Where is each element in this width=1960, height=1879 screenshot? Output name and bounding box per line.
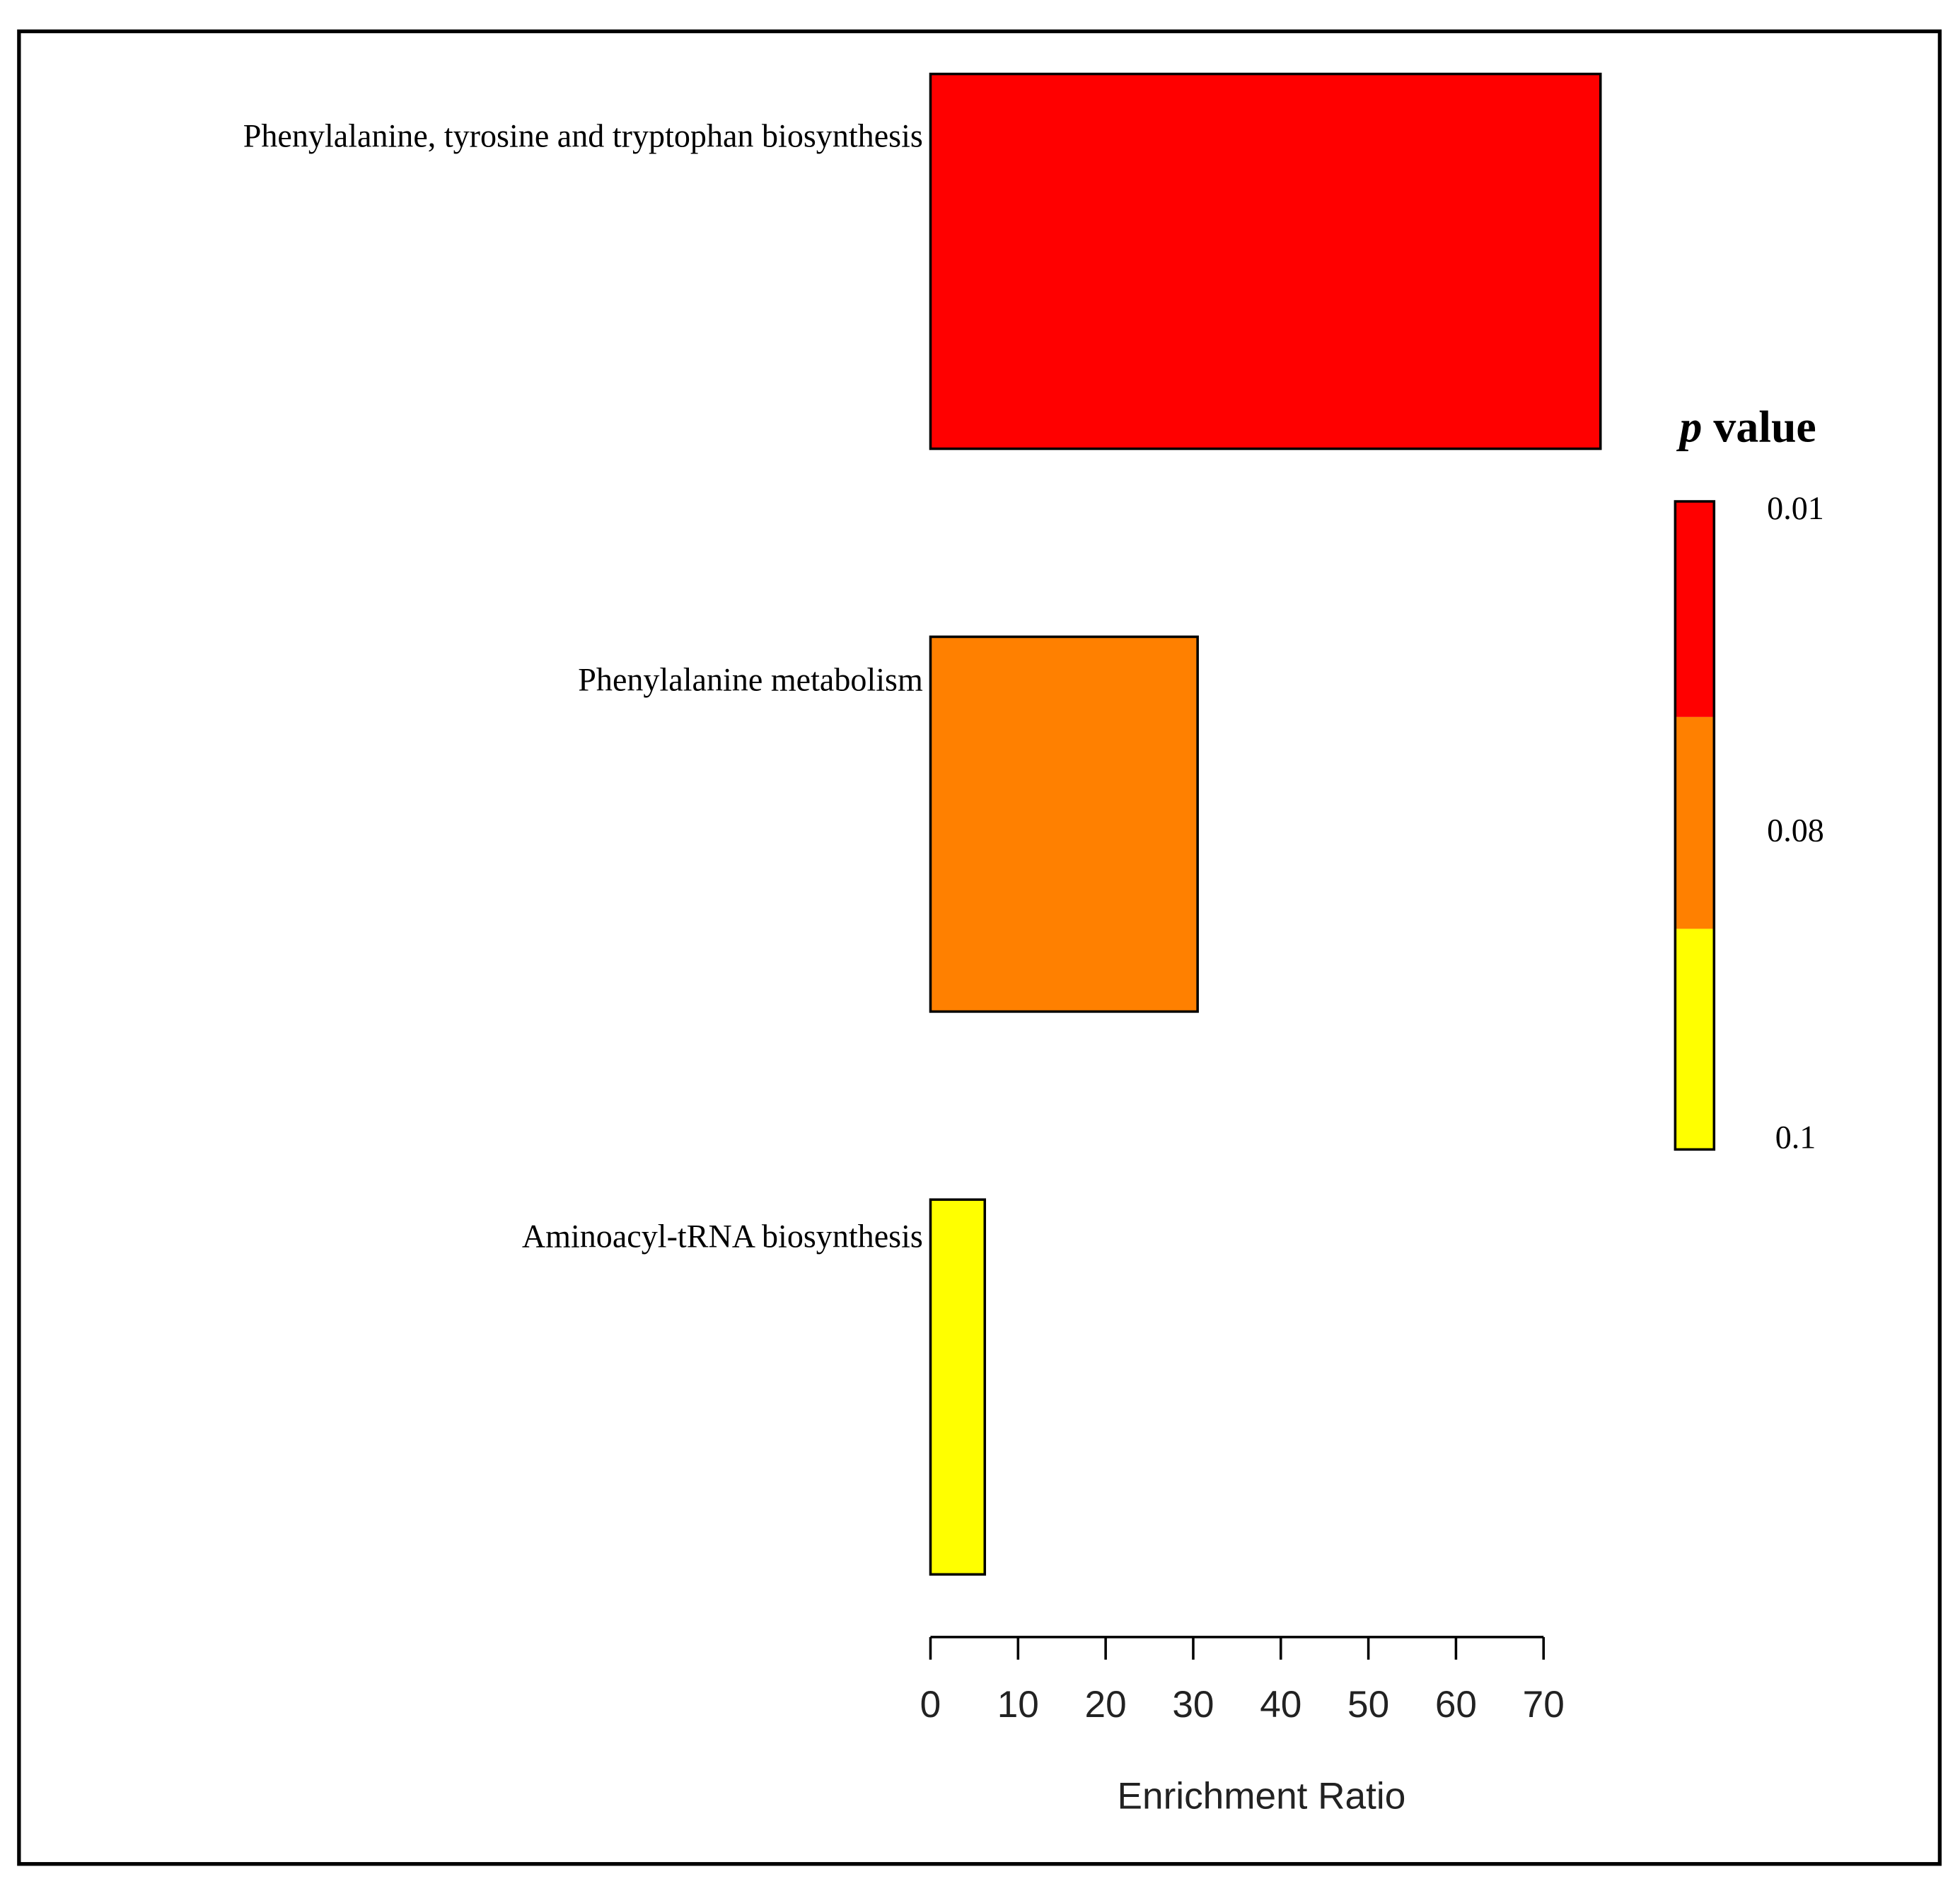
x-tick-label: 40 bbox=[1260, 1684, 1301, 1726]
legend-tick-label: 0.1 bbox=[1775, 1119, 1816, 1156]
x-tick-label: 30 bbox=[1172, 1684, 1214, 1726]
x-axis-title: Enrichment Ratio bbox=[1118, 1776, 1406, 1817]
legend-swatch bbox=[1675, 501, 1715, 717]
legend-tick-label: 0.08 bbox=[1767, 812, 1824, 848]
x-tick-label: 60 bbox=[1435, 1684, 1477, 1726]
category-label: Aminoacyl-tRNA biosynthesis bbox=[522, 1218, 923, 1255]
legend-title: p value bbox=[1676, 401, 1816, 451]
category-label: Phenylalanine metabolism bbox=[578, 662, 923, 698]
bar bbox=[929, 635, 1199, 1013]
x-tick-label: 50 bbox=[1347, 1684, 1389, 1726]
x-tick-label: 20 bbox=[1085, 1684, 1127, 1726]
bar bbox=[929, 72, 1602, 450]
x-tick-label: 70 bbox=[1523, 1684, 1565, 1726]
x-tick-label: 0 bbox=[920, 1684, 941, 1726]
legend-border bbox=[1674, 500, 1716, 1151]
x-tick-label: 10 bbox=[997, 1684, 1039, 1726]
category-label: Phenylalanine, tyrosine and tryptophan b… bbox=[243, 117, 923, 153]
legend-swatch bbox=[1675, 929, 1715, 1150]
legend-tick-label: 0.01 bbox=[1767, 490, 1824, 526]
bar bbox=[929, 1198, 987, 1576]
legend-swatch bbox=[1675, 716, 1715, 929]
